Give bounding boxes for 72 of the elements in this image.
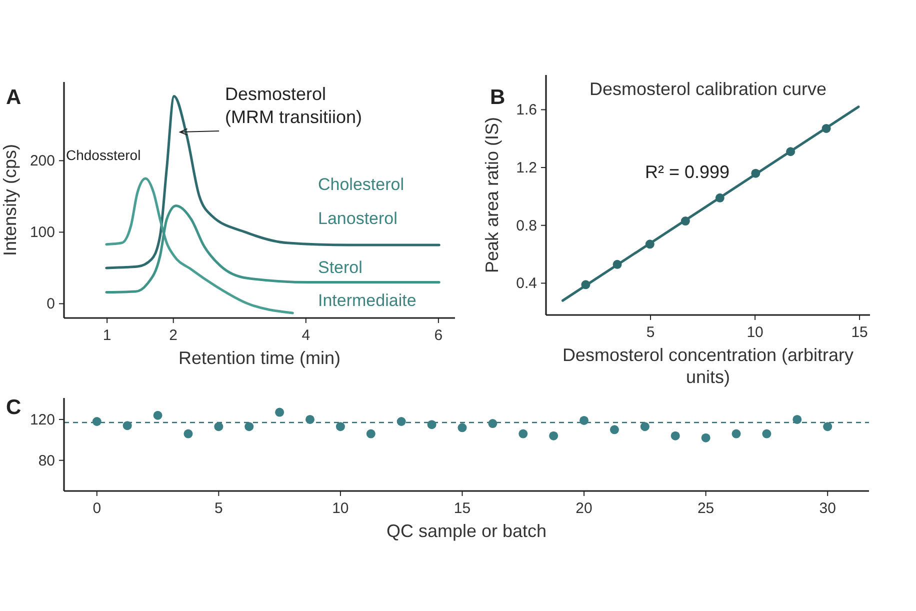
x-tick-label: 1 [102, 327, 112, 344]
y-tick-label: 120 [30, 411, 55, 428]
x-tick-label: 10 [332, 500, 349, 517]
x-tick-label: 15 [851, 324, 868, 341]
y-axis-title: Peak area ratio (IS) [482, 116, 502, 274]
y-axis-title: Intensity (cps) [0, 144, 20, 256]
x-axis-title: Retention time (min) [178, 348, 341, 368]
text: C [6, 396, 22, 419]
x-axis-title: QC sample or batch [386, 521, 547, 541]
y-tick-label: 80 [38, 452, 55, 470]
y-tick-label: 200 [30, 152, 55, 170]
point [610, 425, 619, 434]
point [153, 410, 162, 420]
point [822, 124, 831, 133]
point [427, 420, 436, 430]
point [336, 422, 345, 432]
text: B [490, 86, 506, 109]
annotation: Chdossterol [66, 147, 141, 163]
point [581, 280, 590, 290]
point [518, 429, 528, 438]
x-tick-label: 25 [697, 500, 714, 517]
x-tick-label: 15 [454, 500, 471, 517]
point [680, 216, 690, 226]
x-tick-label: 5 [646, 324, 655, 341]
x-tick-label: 20 [576, 500, 592, 517]
y-tick-label: 0.8 [516, 217, 537, 234]
point [786, 147, 796, 156]
x-tick-label: 5 [214, 500, 223, 517]
point [488, 419, 498, 428]
x-tick-label: 0 [92, 500, 102, 517]
annotation: R² = 0.999 [645, 162, 730, 182]
point [732, 429, 741, 438]
y-tick-label: 1.2 [516, 160, 537, 177]
x-tick-label: 30 [819, 500, 836, 517]
point [715, 193, 724, 202]
point [580, 416, 589, 425]
point [645, 240, 654, 249]
x-axis-title: Desmosterol concentration (arbitrary units) [562, 345, 854, 387]
y-tick-label: 1.6 [516, 102, 537, 119]
point [396, 417, 406, 426]
x-tick-label: 6 [434, 327, 443, 344]
point [214, 422, 224, 432]
point [184, 429, 193, 438]
x-tick-label: 4 [302, 327, 310, 344]
annotation: Cholesterol [318, 175, 404, 194]
annotation: Lanosterol [318, 209, 398, 228]
chart-title: Desmosterol calibration curve [589, 79, 827, 99]
point [275, 408, 284, 417]
point [792, 414, 802, 424]
point [751, 168, 760, 178]
point [244, 422, 254, 432]
annotation: Sterol [318, 258, 362, 277]
text: A [6, 86, 22, 109]
y-tick-label: 0.4 [516, 275, 537, 292]
point [549, 431, 558, 440]
y-tick-label: 100 [30, 224, 55, 242]
point [701, 433, 710, 442]
x-tick-label: 2 [169, 327, 178, 344]
point [306, 414, 315, 424]
point [640, 422, 650, 432]
annotation: Desmosterol (MRM transitiion) [225, 84, 362, 127]
x-tick-label: 10 [746, 324, 764, 341]
point [612, 260, 622, 269]
point [670, 431, 680, 440]
point [823, 422, 832, 432]
point [458, 423, 467, 432]
y-tick-label: 0 [46, 296, 55, 313]
point [366, 429, 376, 438]
point [92, 417, 102, 426]
annotation: Intermediaite [318, 291, 416, 310]
point [122, 421, 132, 430]
point [762, 429, 772, 438]
